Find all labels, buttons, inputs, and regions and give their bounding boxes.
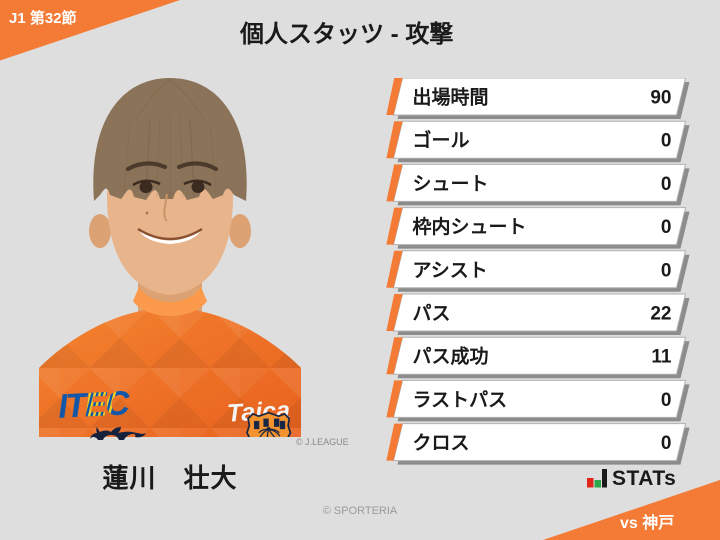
svg-text:22: 22	[650, 304, 671, 325]
svg-text:11: 11	[651, 347, 672, 368]
svg-text:枠内シュート: 枠内シュート	[413, 215, 527, 238]
svg-text:パス成功: パス成功	[413, 345, 489, 368]
svg-text:パス: パス	[413, 303, 451, 325]
svg-text:出場時間: 出場時間	[413, 86, 489, 109]
svg-text:0: 0	[661, 390, 672, 411]
svg-text:90: 90	[650, 88, 671, 109]
svg-text:ラストパス: ラストパス	[413, 389, 508, 411]
svg-text:0: 0	[661, 217, 672, 238]
svg-text:シュート: シュート	[413, 174, 489, 195]
svg-text:0: 0	[661, 260, 672, 281]
svg-text:クロス: クロス	[413, 432, 470, 454]
svg-text:0: 0	[661, 433, 672, 454]
svg-text:ゴール: ゴール	[413, 129, 470, 152]
svg-text:0: 0	[661, 174, 672, 195]
svg-text:アシスト: アシスト	[413, 260, 488, 281]
svg-text:0: 0	[661, 131, 672, 152]
